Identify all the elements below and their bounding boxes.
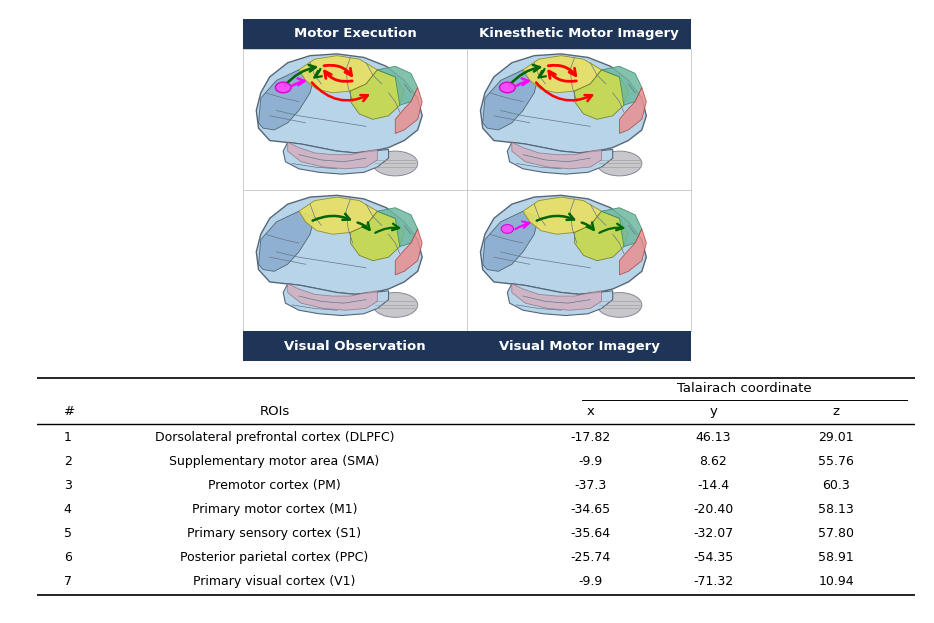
Polygon shape [283, 142, 389, 174]
Polygon shape [619, 87, 646, 133]
Text: 10.94: 10.94 [818, 576, 854, 589]
Text: Supplementary motor area (SMA): Supplementary motor area (SMA) [169, 455, 379, 468]
Text: -20.40: -20.40 [693, 503, 733, 516]
Polygon shape [480, 196, 646, 294]
Polygon shape [601, 66, 642, 105]
Text: -71.32: -71.32 [693, 576, 733, 589]
Polygon shape [507, 142, 613, 174]
Polygon shape [259, 70, 315, 130]
Text: 46.13: 46.13 [696, 430, 731, 444]
Text: -54.35: -54.35 [693, 551, 733, 564]
Text: Motor Execution: Motor Execution [293, 27, 417, 40]
Polygon shape [512, 142, 601, 169]
Text: -34.65: -34.65 [571, 503, 611, 516]
Text: 7: 7 [64, 576, 72, 589]
Text: 6: 6 [64, 551, 72, 564]
Text: Primary sensory cortex (S1): Primary sensory cortex (S1) [188, 527, 361, 540]
Text: 2: 2 [64, 455, 72, 468]
Polygon shape [483, 70, 539, 130]
Text: Talairach coordinate: Talairach coordinate [677, 383, 812, 396]
Polygon shape [259, 211, 315, 272]
Text: 58.13: 58.13 [818, 503, 855, 516]
Ellipse shape [276, 82, 291, 93]
Ellipse shape [597, 151, 642, 176]
Polygon shape [350, 211, 404, 260]
Text: Visual Observation: Visual Observation [284, 340, 426, 353]
Text: -9.9: -9.9 [578, 455, 602, 468]
Text: Posterior parietal cortex (PPC): Posterior parietal cortex (PPC) [180, 551, 369, 564]
Text: -32.07: -32.07 [693, 527, 733, 540]
Text: -25.74: -25.74 [571, 551, 611, 564]
Text: ROIs: ROIs [260, 406, 290, 418]
Polygon shape [288, 283, 377, 310]
Polygon shape [574, 211, 629, 260]
Text: #: # [64, 406, 75, 418]
Ellipse shape [373, 293, 417, 317]
Text: Premotor cortex (PM): Premotor cortex (PM) [208, 479, 341, 492]
Polygon shape [619, 229, 646, 275]
Text: Kinesthetic Motor Imagery: Kinesthetic Motor Imagery [479, 27, 679, 40]
Text: -14.4: -14.4 [698, 479, 729, 492]
Polygon shape [377, 207, 417, 247]
Text: -9.9: -9.9 [578, 576, 602, 589]
Ellipse shape [597, 293, 642, 317]
Ellipse shape [500, 82, 516, 93]
Polygon shape [377, 66, 417, 105]
Polygon shape [256, 196, 422, 294]
Polygon shape [601, 207, 642, 247]
Text: 4: 4 [64, 503, 72, 516]
Text: 58.91: 58.91 [818, 551, 855, 564]
Polygon shape [523, 197, 601, 234]
Polygon shape [574, 70, 629, 120]
Polygon shape [480, 54, 646, 153]
Polygon shape [299, 55, 377, 93]
Text: Visual Motor Imagery: Visual Motor Imagery [499, 340, 659, 353]
Polygon shape [350, 70, 404, 120]
Polygon shape [483, 211, 539, 272]
Text: y: y [710, 406, 717, 418]
Text: 55.76: 55.76 [818, 455, 855, 468]
Text: 57.80: 57.80 [818, 527, 855, 540]
Text: -37.3: -37.3 [574, 479, 606, 492]
Polygon shape [299, 197, 377, 234]
Text: x: x [587, 406, 594, 418]
Polygon shape [395, 229, 422, 275]
Text: Primary visual cortex (V1): Primary visual cortex (V1) [193, 576, 356, 589]
Ellipse shape [502, 224, 514, 234]
Text: Primary motor cortex (M1): Primary motor cortex (M1) [191, 503, 357, 516]
Polygon shape [288, 142, 377, 169]
Text: z: z [833, 406, 840, 418]
Ellipse shape [373, 151, 417, 176]
Text: 5: 5 [64, 527, 72, 540]
Text: 1: 1 [64, 430, 72, 444]
Text: -17.82: -17.82 [571, 430, 611, 444]
Polygon shape [523, 55, 601, 93]
Text: Dorsolateral prefrontal cortex (DLPFC): Dorsolateral prefrontal cortex (DLPFC) [155, 430, 394, 444]
Polygon shape [283, 283, 389, 315]
Text: 8.62: 8.62 [700, 455, 728, 468]
Text: 60.3: 60.3 [823, 479, 850, 492]
Text: 29.01: 29.01 [818, 430, 854, 444]
Polygon shape [512, 283, 601, 310]
Polygon shape [256, 54, 422, 153]
Text: -35.64: -35.64 [571, 527, 611, 540]
Polygon shape [507, 283, 613, 315]
Text: 3: 3 [64, 479, 72, 492]
Polygon shape [395, 87, 422, 133]
